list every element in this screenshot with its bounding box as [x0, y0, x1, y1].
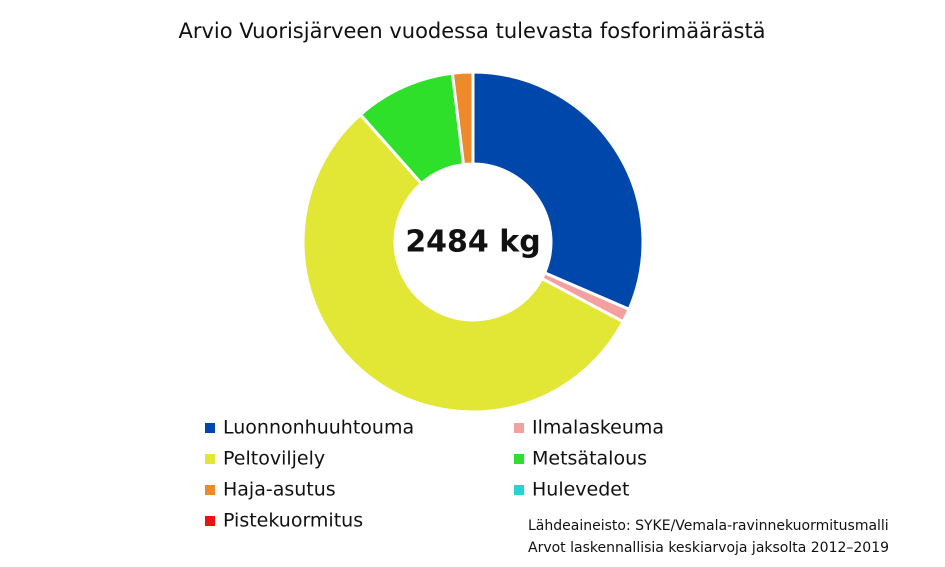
- donut-slice: [450, 70, 475, 167]
- legend-label: Pistekuormitus: [223, 510, 363, 532]
- donut-slice: [471, 70, 645, 312]
- source-note: Arvot laskennallisia keskiarvoja jaksolt…: [528, 540, 889, 556]
- legend-label: Hulevedet: [532, 479, 629, 501]
- legend-label: Luonnonhuuhtouma: [223, 417, 414, 439]
- legend-swatch: [205, 516, 215, 526]
- center-label: 2484 kg: [405, 225, 540, 260]
- legend-swatch: [205, 454, 215, 464]
- legend-swatch: [205, 423, 215, 433]
- legend-label: Peltoviljely: [223, 448, 325, 470]
- donut-slice: [301, 112, 626, 414]
- legend-swatch: [514, 485, 524, 495]
- legend-label: Haja-asutus: [223, 479, 336, 501]
- legend-label: Metsätalous: [532, 448, 647, 470]
- chart-title: Arvio Vuorisjärveen vuodessa tulevasta f…: [178, 19, 765, 43]
- legend-swatch: [514, 423, 524, 433]
- legend-label: Ilmalaskeuma: [532, 417, 664, 439]
- legend-swatch: [514, 454, 524, 464]
- legend-swatch: [205, 485, 215, 495]
- source-note: Lähdeaineisto: SYKE/Vemala-ravinnekuormi…: [528, 518, 889, 534]
